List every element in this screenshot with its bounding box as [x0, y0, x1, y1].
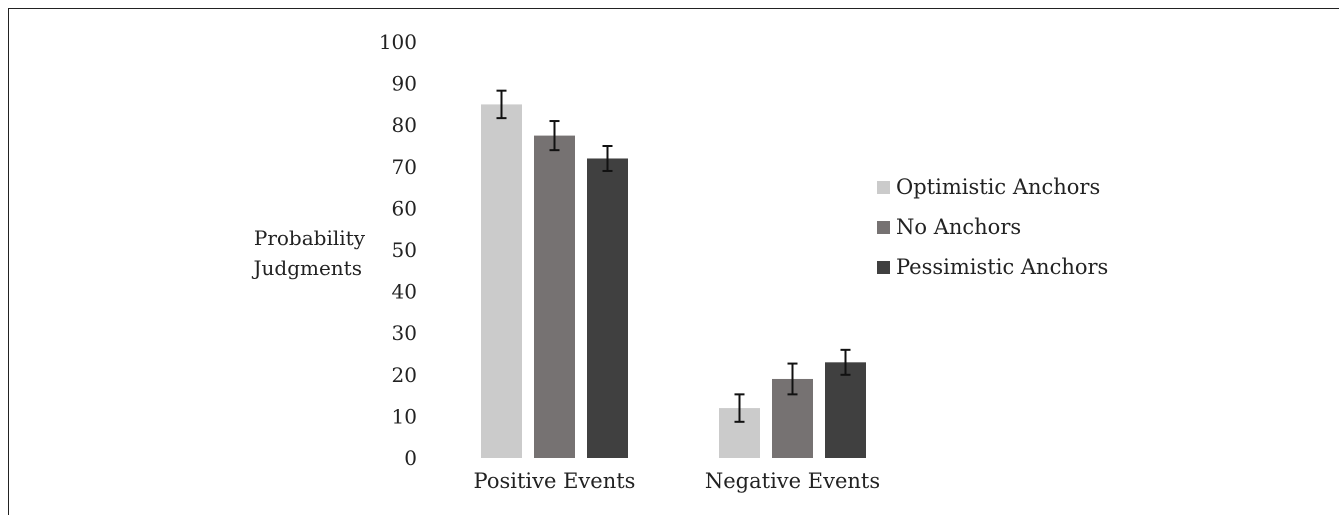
legend-item: Optimistic Anchors	[877, 175, 1100, 199]
y-tick-label: 40	[392, 280, 417, 304]
y-tick-label: 80	[392, 113, 417, 137]
error-bar	[549, 120, 560, 152]
y-axis-label-line-2: Judgments	[252, 256, 363, 280]
error-bar	[734, 393, 745, 423]
bar	[481, 104, 522, 459]
y-axis-ticks: 0 10 20 30 40 50 60 70 80 90 100	[379, 30, 417, 470]
legend-swatch	[877, 261, 890, 274]
legend-item: Pessimistic Anchors	[877, 255, 1108, 279]
x-axis-categories: Positive Events Negative Events	[474, 469, 881, 493]
y-tick-label: 20	[392, 363, 417, 387]
legend: Optimistic Anchors No Anchors Pessimistic …	[877, 175, 1108, 279]
x-category-label: Negative Events	[705, 469, 880, 493]
y-tick-label: 0	[404, 446, 417, 470]
y-axis-label-line-1: Probability	[254, 226, 366, 250]
legend-swatch	[877, 221, 890, 234]
error-bars	[496, 89, 851, 423]
x-category-label: Positive Events	[474, 469, 636, 493]
chart-frame	[8, 8, 1339, 515]
y-tick-label: 60	[392, 196, 417, 220]
bar	[587, 158, 628, 459]
y-tick-label: 10	[392, 404, 417, 428]
y-tick-label: 90	[392, 72, 417, 96]
legend-swatch	[877, 181, 890, 194]
error-bar	[840, 348, 851, 376]
error-bar	[496, 89, 507, 120]
legend-item: No Anchors	[877, 215, 1021, 239]
y-tick-label: 50	[392, 238, 417, 262]
legend-label: No Anchors	[896, 215, 1021, 239]
bar-series	[481, 104, 866, 459]
legend-label: Optimistic Anchors	[896, 175, 1100, 199]
bar	[825, 362, 866, 458]
y-tick-label: 100	[379, 30, 417, 54]
y-tick-label: 70	[392, 155, 417, 179]
y-tick-label: 30	[392, 321, 417, 345]
error-bar	[787, 362, 798, 396]
bar	[534, 135, 575, 458]
error-bar	[602, 145, 613, 172]
legend-label: Pessimistic Anchors	[896, 255, 1108, 279]
